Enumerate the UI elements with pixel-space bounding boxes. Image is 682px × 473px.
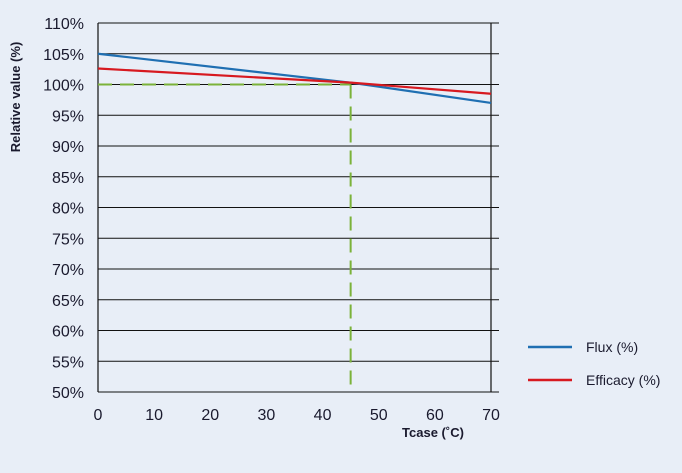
- x-tick-0: 0: [94, 407, 103, 424]
- x-tick-labels: 0 10 20 30 40 50 60 70: [94, 407, 500, 424]
- y-tick-60%: 60%: [52, 324, 84, 341]
- x-tick-20: 20: [201, 407, 219, 424]
- y-tick-70%: 70%: [52, 262, 84, 279]
- y-tick-110%: 110%: [44, 16, 84, 33]
- y-tick-100%: 100%: [43, 78, 84, 95]
- y-tick-85%: 85%: [52, 170, 84, 187]
- y-axis-title: Relative value (%): [8, 42, 23, 153]
- x-tick-10: 10: [145, 407, 163, 424]
- y-tick-labels: 50% 55% 60% 65% 70% 75% 80% 85% 90% 95% 100% 105% 11…: [43, 16, 84, 402]
- legend: Flux (%) Efficacy (%): [528, 339, 660, 388]
- y-tick-95%: 95%: [52, 108, 84, 125]
- grid-lines: [97, 22, 499, 393]
- x-tick-40: 40: [314, 407, 332, 424]
- x-tick-60: 60: [426, 407, 444, 424]
- x-tick-30: 30: [258, 407, 276, 424]
- legend-label-flux: Flux (%): [586, 339, 638, 355]
- y-tick-80%: 80%: [52, 201, 84, 218]
- y-tick-90%: 90%: [52, 139, 84, 156]
- y-tick-55%: 55%: [52, 354, 84, 371]
- series-line-efficacy: [97, 67, 492, 95]
- x-axis-title: Tcase (˚C): [402, 425, 464, 440]
- series-line-flux: [97, 52, 492, 105]
- y-tick-50%: 50%: [52, 385, 84, 402]
- y-tick-65%: 65%: [52, 293, 84, 310]
- legend-label-efficacy: Efficacy (%): [586, 372, 660, 388]
- y-tick-75%: 75%: [52, 231, 84, 248]
- y-tick-105%: 105%: [43, 47, 84, 64]
- x-tick-50: 50: [370, 407, 388, 424]
- series-lines: [97, 52, 492, 105]
- reference-lines: [98, 83, 352, 392]
- x-tick-70: 70: [482, 407, 500, 424]
